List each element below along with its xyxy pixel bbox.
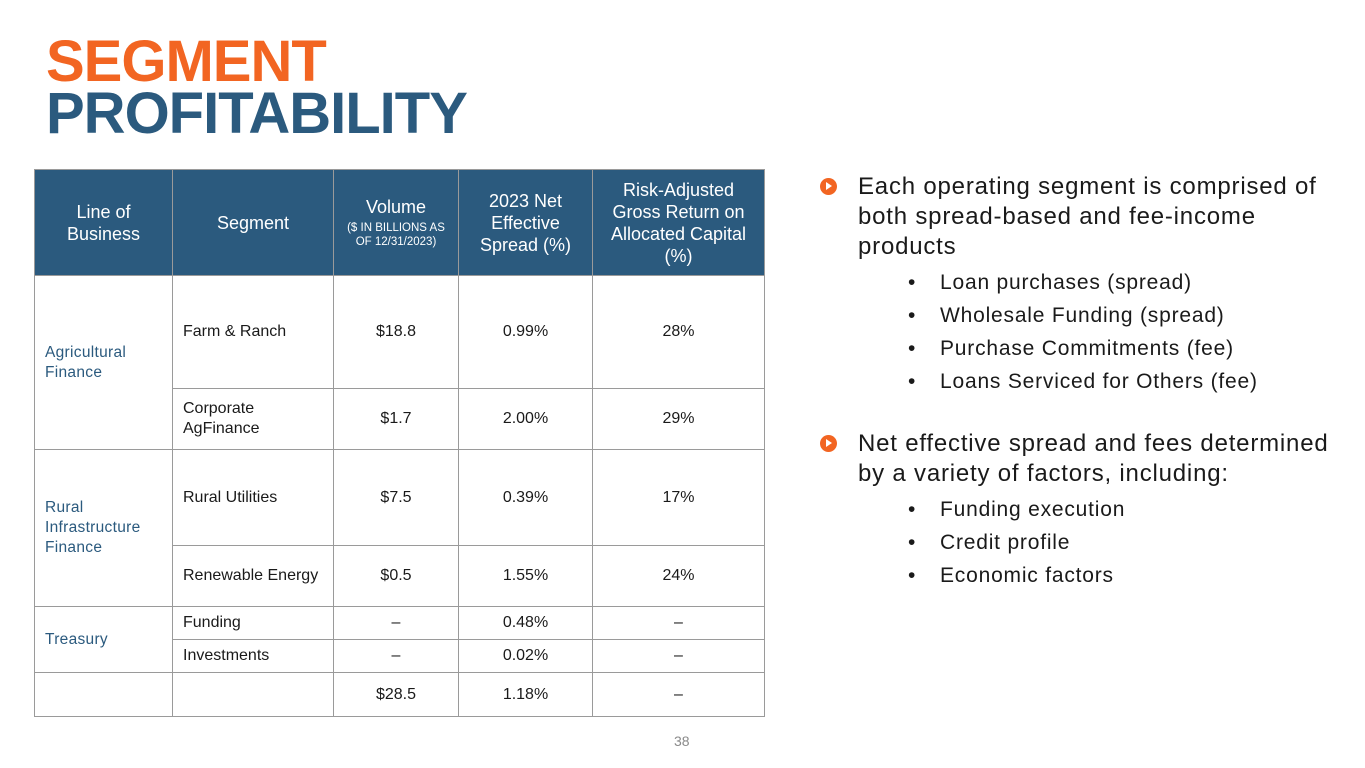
table-row: Renewable Energy $0.5 1.55% 24% [35, 545, 765, 607]
header-line-of-business: Line of Business [34, 169, 173, 276]
bullet-text: Each operating segment is comprised of b… [858, 173, 1317, 260]
sub-bullet: Economic factors [858, 559, 1340, 592]
volume-cell: $18.8 [333, 275, 459, 389]
sub-bullet-list: Loan purchases (spread) Wholesale Fundin… [858, 266, 1340, 398]
bullet-block: Net effective spread and fees determined… [820, 429, 1340, 592]
volume-cell: – [333, 606, 459, 640]
page-number: 38 [674, 733, 690, 749]
table-row: Rural Infrastructure Finance Rural Utili… [34, 449, 765, 607]
orange-play-icon [820, 435, 837, 452]
sub-bullet: Loans Serviced for Others (fee) [858, 365, 1340, 398]
table-header-row: Line of Business Segment Volume ($ IN BI… [34, 169, 765, 276]
segment-cell: Rural Utilities [172, 449, 334, 546]
return-cell: 28% [592, 275, 765, 389]
header-return: Risk-Adjusted Gross Return on Allocated … [592, 169, 765, 276]
bullet-list: Each operating segment is comprised of b… [820, 172, 1340, 592]
segment-cell: Investments [172, 639, 334, 673]
header-volume: Volume ($ IN BILLIONS AS OF 12/31/2023) [333, 169, 459, 276]
table-total-row: $28.5 1.18% – [34, 672, 765, 717]
table-row: Corporate AgFinance $1.7 2.00% 29% [35, 388, 765, 450]
sub-bullet: Credit profile [858, 526, 1340, 559]
sub-bullet-list: Funding execution Credit profile Economi… [858, 493, 1340, 592]
sub-bullet: Wholesale Funding (spread) [858, 299, 1340, 332]
spread-cell: 0.99% [458, 275, 593, 389]
volume-cell: – [333, 639, 459, 673]
empty-cell [34, 672, 173, 717]
spread-cell: 0.48% [458, 606, 593, 640]
volume-cell: $0.5 [333, 545, 459, 607]
segment-cell: Renewable Energy [172, 545, 334, 607]
return-cell: – [592, 639, 765, 673]
segment-cell: Funding [172, 606, 334, 640]
segment-table: Line of Business Segment Volume ($ IN BI… [34, 169, 765, 717]
header-volume-sub: ($ IN BILLIONS AS OF 12/31/2023) [347, 222, 445, 248]
header-volume-label: Volume [365, 197, 427, 217]
segment-cell: Farm & Ranch [172, 275, 334, 389]
sub-bullet: Loan purchases (spread) [858, 266, 1340, 299]
bullet-block: Each operating segment is comprised of b… [820, 172, 1340, 398]
page-title: SEGMENT PROFITABILITY [46, 29, 468, 146]
spread-cell: 2.00% [458, 388, 593, 450]
total-return-cell: – [592, 672, 765, 717]
sub-bullet: Purchase Commitments (fee) [858, 332, 1340, 365]
total-volume-cell: $28.5 [333, 672, 459, 717]
title-line-2: PROFITABILITY [46, 81, 468, 146]
return-cell: 17% [592, 449, 765, 546]
spread-cell: 0.02% [458, 639, 593, 673]
empty-cell [172, 672, 334, 717]
orange-play-icon [820, 178, 837, 195]
total-spread-cell: 1.18% [458, 672, 593, 717]
spread-cell: 0.39% [458, 449, 593, 546]
bullet-text: Net effective spread and fees determined… [858, 430, 1329, 487]
table-row: Treasury Funding – 0.48% – [34, 606, 765, 673]
return-cell: 24% [592, 545, 765, 607]
segment-cell: Corporate AgFinance [172, 388, 334, 450]
group-treasury: Treasury [34, 606, 173, 673]
return-cell: 29% [592, 388, 765, 450]
header-spread: 2023 Net Effective Spread (%) [458, 169, 593, 276]
group-rural-infrastructure-finance: Rural Infrastructure Finance [34, 449, 173, 607]
volume-cell: $7.5 [333, 449, 459, 546]
sub-bullet: Funding execution [858, 493, 1340, 526]
spread-cell: 1.55% [458, 545, 593, 607]
table-row: Agricultural Finance Farm & Ranch $18.8 … [34, 275, 765, 450]
header-segment: Segment [172, 169, 334, 276]
return-cell: – [592, 606, 765, 640]
volume-cell: $1.7 [333, 388, 459, 450]
group-agricultural-finance: Agricultural Finance [34, 275, 173, 450]
title-line-1: SEGMENT [46, 29, 327, 94]
